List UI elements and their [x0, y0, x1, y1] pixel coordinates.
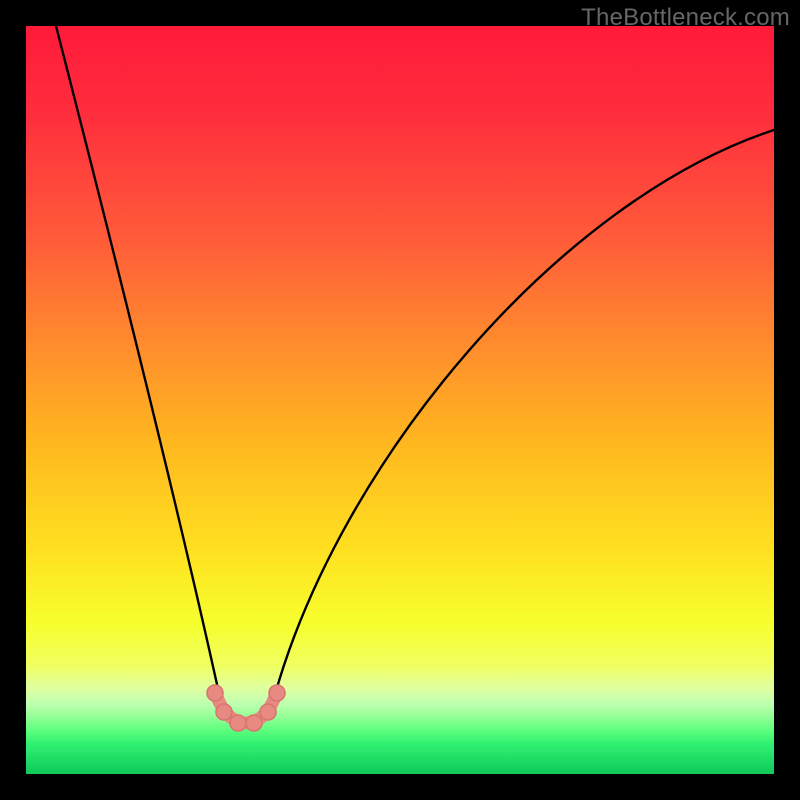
- plot-svg: [26, 26, 774, 774]
- plot-background: [26, 26, 774, 774]
- watermark-text: TheBottleneck.com: [581, 4, 790, 32]
- plot-frame: [26, 26, 774, 774]
